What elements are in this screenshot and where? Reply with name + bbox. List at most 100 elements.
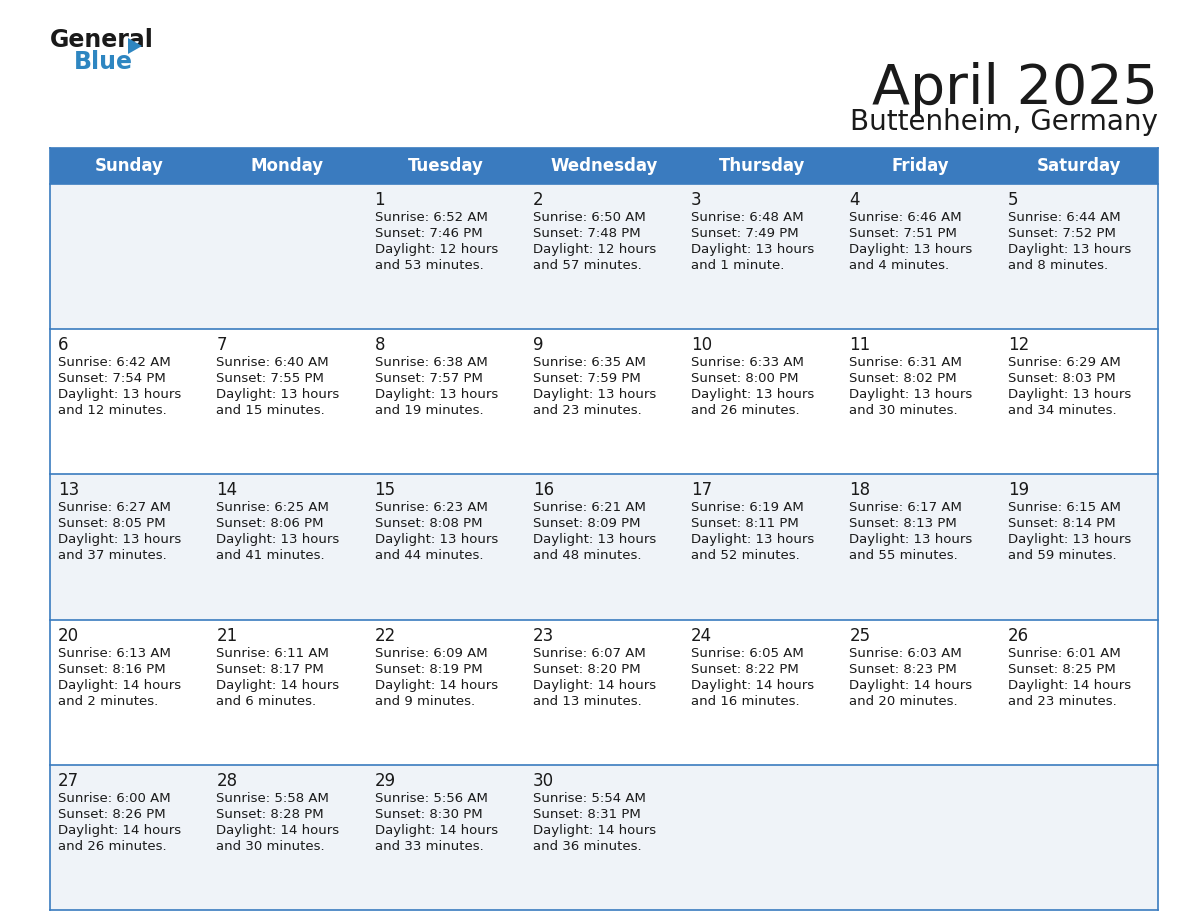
- Text: Daylight: 13 hours: Daylight: 13 hours: [216, 533, 340, 546]
- Text: and 15 minutes.: and 15 minutes.: [216, 404, 326, 417]
- Text: and 36 minutes.: and 36 minutes.: [533, 840, 642, 853]
- Text: Daylight: 14 hours: Daylight: 14 hours: [691, 678, 814, 691]
- Text: 10: 10: [691, 336, 713, 354]
- Text: 26: 26: [1007, 627, 1029, 644]
- Text: Sunset: 7:46 PM: Sunset: 7:46 PM: [374, 227, 482, 240]
- Text: Sunset: 8:19 PM: Sunset: 8:19 PM: [374, 663, 482, 676]
- Text: Monday: Monday: [251, 157, 324, 175]
- Text: Sunrise: 5:56 AM: Sunrise: 5:56 AM: [374, 792, 487, 805]
- Text: and 30 minutes.: and 30 minutes.: [216, 840, 324, 853]
- Text: 29: 29: [374, 772, 396, 789]
- Text: Daylight: 13 hours: Daylight: 13 hours: [216, 388, 340, 401]
- Text: Daylight: 14 hours: Daylight: 14 hours: [374, 678, 498, 691]
- Text: Sunrise: 6:38 AM: Sunrise: 6:38 AM: [374, 356, 487, 369]
- Text: Sunset: 7:51 PM: Sunset: 7:51 PM: [849, 227, 958, 240]
- Text: Daylight: 13 hours: Daylight: 13 hours: [374, 533, 498, 546]
- Text: Wednesday: Wednesday: [550, 157, 658, 175]
- Text: 25: 25: [849, 627, 871, 644]
- Text: Sunrise: 6:11 AM: Sunrise: 6:11 AM: [216, 646, 329, 660]
- Text: and 30 minutes.: and 30 minutes.: [849, 404, 958, 417]
- Text: Sunrise: 6:35 AM: Sunrise: 6:35 AM: [533, 356, 646, 369]
- Text: Sunset: 8:14 PM: Sunset: 8:14 PM: [1007, 518, 1116, 531]
- Bar: [50, 148, 1158, 184]
- Text: General: General: [50, 28, 154, 52]
- Bar: [50, 765, 1158, 910]
- Text: Daylight: 14 hours: Daylight: 14 hours: [533, 823, 656, 837]
- Bar: [50, 184, 1158, 330]
- Text: Sunrise: 6:52 AM: Sunrise: 6:52 AM: [374, 211, 487, 224]
- Bar: [50, 330, 1158, 475]
- Text: 6: 6: [58, 336, 69, 354]
- Text: Sunset: 8:11 PM: Sunset: 8:11 PM: [691, 518, 798, 531]
- Text: and 12 minutes.: and 12 minutes.: [58, 404, 166, 417]
- Text: 20: 20: [58, 627, 80, 644]
- Text: Sunset: 8:25 PM: Sunset: 8:25 PM: [1007, 663, 1116, 676]
- Text: Thursday: Thursday: [719, 157, 805, 175]
- Text: Sunrise: 6:05 AM: Sunrise: 6:05 AM: [691, 646, 804, 660]
- Text: Daylight: 13 hours: Daylight: 13 hours: [691, 243, 815, 256]
- Text: Sunset: 7:54 PM: Sunset: 7:54 PM: [58, 372, 166, 386]
- Text: 27: 27: [58, 772, 80, 789]
- Text: Daylight: 14 hours: Daylight: 14 hours: [58, 823, 181, 837]
- Text: Sunrise: 6:09 AM: Sunrise: 6:09 AM: [374, 646, 487, 660]
- Text: Sunrise: 6:17 AM: Sunrise: 6:17 AM: [849, 501, 962, 514]
- Text: Sunset: 7:59 PM: Sunset: 7:59 PM: [533, 372, 640, 386]
- Text: Sunset: 7:52 PM: Sunset: 7:52 PM: [1007, 227, 1116, 240]
- Text: and 41 minutes.: and 41 minutes.: [216, 549, 324, 563]
- Text: 21: 21: [216, 627, 238, 644]
- Text: and 2 minutes.: and 2 minutes.: [58, 695, 158, 708]
- Text: and 34 minutes.: and 34 minutes.: [1007, 404, 1117, 417]
- Text: Sunset: 8:23 PM: Sunset: 8:23 PM: [849, 663, 958, 676]
- Text: Saturday: Saturday: [1037, 157, 1121, 175]
- Text: Sunrise: 6:01 AM: Sunrise: 6:01 AM: [1007, 646, 1120, 660]
- Text: Daylight: 12 hours: Daylight: 12 hours: [374, 243, 498, 256]
- Text: Sunrise: 6:33 AM: Sunrise: 6:33 AM: [691, 356, 804, 369]
- Text: and 23 minutes.: and 23 minutes.: [533, 404, 642, 417]
- Text: Sunrise: 6:44 AM: Sunrise: 6:44 AM: [1007, 211, 1120, 224]
- Text: 3: 3: [691, 191, 702, 209]
- Text: and 16 minutes.: and 16 minutes.: [691, 695, 800, 708]
- Text: Daylight: 13 hours: Daylight: 13 hours: [58, 388, 182, 401]
- Text: 8: 8: [374, 336, 385, 354]
- Text: and 44 minutes.: and 44 minutes.: [374, 549, 484, 563]
- Text: Daylight: 13 hours: Daylight: 13 hours: [849, 388, 973, 401]
- Text: Sunrise: 5:58 AM: Sunrise: 5:58 AM: [216, 792, 329, 805]
- Text: Sunrise: 6:40 AM: Sunrise: 6:40 AM: [216, 356, 329, 369]
- Text: Sunset: 8:00 PM: Sunset: 8:00 PM: [691, 372, 798, 386]
- Text: Sunset: 7:49 PM: Sunset: 7:49 PM: [691, 227, 798, 240]
- Text: and 1 minute.: and 1 minute.: [691, 259, 784, 272]
- Text: Sunrise: 6:29 AM: Sunrise: 6:29 AM: [1007, 356, 1120, 369]
- Text: and 48 minutes.: and 48 minutes.: [533, 549, 642, 563]
- Text: Sunrise: 6:15 AM: Sunrise: 6:15 AM: [1007, 501, 1120, 514]
- Text: Sunset: 8:16 PM: Sunset: 8:16 PM: [58, 663, 165, 676]
- Text: Daylight: 13 hours: Daylight: 13 hours: [533, 388, 656, 401]
- Text: 19: 19: [1007, 481, 1029, 499]
- Text: and 59 minutes.: and 59 minutes.: [1007, 549, 1117, 563]
- Text: Daylight: 12 hours: Daylight: 12 hours: [533, 243, 656, 256]
- Text: Daylight: 13 hours: Daylight: 13 hours: [849, 533, 973, 546]
- Text: Sunset: 8:09 PM: Sunset: 8:09 PM: [533, 518, 640, 531]
- Text: Sunset: 8:17 PM: Sunset: 8:17 PM: [216, 663, 324, 676]
- Text: and 52 minutes.: and 52 minutes.: [691, 549, 800, 563]
- Text: 7: 7: [216, 336, 227, 354]
- Text: and 37 minutes.: and 37 minutes.: [58, 549, 166, 563]
- Text: Sunrise: 6:46 AM: Sunrise: 6:46 AM: [849, 211, 962, 224]
- Text: 1: 1: [374, 191, 385, 209]
- Text: Tuesday: Tuesday: [407, 157, 484, 175]
- Text: Sunrise: 6:27 AM: Sunrise: 6:27 AM: [58, 501, 171, 514]
- Text: Sunrise: 6:07 AM: Sunrise: 6:07 AM: [533, 646, 645, 660]
- Text: Sunrise: 6:13 AM: Sunrise: 6:13 AM: [58, 646, 171, 660]
- Text: Sunset: 8:20 PM: Sunset: 8:20 PM: [533, 663, 640, 676]
- Text: Daylight: 13 hours: Daylight: 13 hours: [533, 533, 656, 546]
- Text: 30: 30: [533, 772, 554, 789]
- Text: and 26 minutes.: and 26 minutes.: [58, 840, 166, 853]
- Text: Daylight: 13 hours: Daylight: 13 hours: [1007, 533, 1131, 546]
- Text: Daylight: 13 hours: Daylight: 13 hours: [849, 243, 973, 256]
- Text: Daylight: 14 hours: Daylight: 14 hours: [58, 678, 181, 691]
- Text: Sunset: 8:03 PM: Sunset: 8:03 PM: [1007, 372, 1116, 386]
- Text: Blue: Blue: [74, 50, 133, 74]
- Text: and 19 minutes.: and 19 minutes.: [374, 404, 484, 417]
- Text: and 23 minutes.: and 23 minutes.: [1007, 695, 1117, 708]
- Text: Sunrise: 6:21 AM: Sunrise: 6:21 AM: [533, 501, 646, 514]
- Text: Daylight: 13 hours: Daylight: 13 hours: [691, 533, 815, 546]
